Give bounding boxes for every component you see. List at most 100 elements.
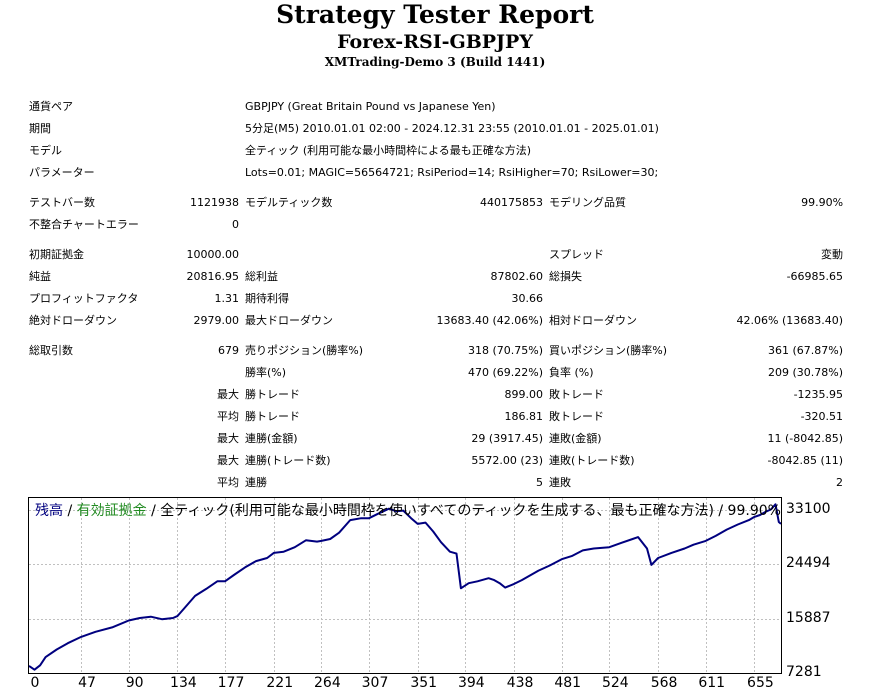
x-tick-label: 655 [747,675,774,691]
info-label: 通貨ペア [29,100,73,113]
stat-label: 期待利得 [245,292,289,305]
stat-value: 318 (70.75%) [467,343,543,357]
x-tick-label: 177 [217,675,245,691]
stat-label: 売りポジション(勝率%) [245,344,364,357]
info-value: 5分足(M5) 2010.01.01 02:00 - 2024.12.31 23… [245,122,659,135]
y-tick-label: 15887 [786,609,831,626]
stat-label: 連勝(トレード数) [245,454,331,467]
stat-label: モデルティック数 [245,196,333,209]
stat-value: -1235.95 [793,387,844,401]
stat-label: モデリング品質 [549,196,626,209]
stat-label: 総取引数 [29,344,73,357]
stats-row-bars: テストバー数 1121938 モデルティック数 440175853 モデリング品… [26,191,846,213]
stat-value: 30.66 [511,291,544,305]
stats-row-drawdown: 絶対ドローダウン 2979.00 最大ドローダウン 13683.40 (42.0… [26,309,846,331]
stat-value: 変動 [821,248,844,261]
info-row-symbol: 通貨ペア GBPJPY (Great Britain Pound vs Japa… [26,95,846,117]
stat-label: 連勝 [245,476,267,489]
report-title: Strategy Tester Report [276,0,594,29]
y-tick-label: 33100 [786,500,831,517]
stat-label: 勝率(%) [245,366,287,379]
stat-label: 純益 [29,270,51,283]
stat-value: 5 [536,475,543,489]
info-value: GBPJPY (Great Britain Pound vs Japanese … [245,99,496,113]
stats-row-consec-count: 最大 連勝(トレード数) 5572.00 (23) 連敗(トレード数) -804… [26,449,846,471]
stats-row-average: 平均 勝トレード 186.81 敗トレード -320.51 [26,405,846,427]
stat-value: 20816.95 [186,269,240,283]
stat-value: -320.51 [800,409,844,423]
stat-value: -66985.65 [786,269,844,283]
stat-label: 連敗(トレード数) [549,454,635,467]
stat-label: 勝トレード [245,388,300,401]
info-value: 全ティック (利用可能な最小時間枠による最も正確な方法) [245,144,532,157]
stat-value: 0 [232,217,239,231]
stats-row-trades: 総取引数 679 売りポジション(勝率%) 318 (70.75%) 買いポジシ… [26,339,846,361]
stat-value: 2 [836,475,844,489]
x-tick-label: 47 [78,675,96,691]
info-label: パラメーター [29,166,95,179]
stat-label: 連敗(金額) [549,432,602,445]
stats-row-mismatch: 不整合チャートエラー 0 [26,213,846,235]
stat-value: 440175853 [480,195,543,209]
stat-label: 連敗 [549,476,571,489]
legend-description: / 全ティック(利用可能な最小時間枠を使いすべてのティックを生成する、最も正確な… [146,503,781,519]
y-tick-label: 7281 [786,664,822,680]
stat-value: 679 [218,343,239,357]
stat-value: 5572.00 (23) [471,453,543,467]
x-tick-label: 134 [170,675,197,691]
info-label: 期間 [29,122,51,135]
stat-qualifier: 最大 [217,432,239,445]
x-tick-label: 221 [266,675,294,691]
x-tick-label: 0 [30,675,40,691]
stat-qualifier: 最大 [217,388,239,401]
x-tick-label: 438 [506,675,534,691]
stat-qualifier: 平均 [217,476,239,489]
server-build: XMTrading-Demo 3 (Build 1441) [324,55,546,69]
stat-label: 初期証拠金 [29,248,84,261]
info-row-parameters: パラメーター Lots=0.01; MAGIC=56564721; RsiPer… [26,161,846,183]
stat-qualifier: 平均 [217,410,239,423]
stat-value: 1.31 [214,291,240,305]
x-tick-label: 90 [125,675,144,691]
stat-label: 総損失 [549,270,582,283]
stats-row-consec-money: 最大 連勝(金額) 29 (3917.45) 連敗(金額) 11 (-8042.… [26,427,846,449]
stat-value: 87802.60 [490,269,544,283]
stat-label: テストバー数 [29,196,95,209]
stat-label: 絶対ドローダウン [29,314,117,327]
stat-label: 勝トレード [245,410,300,423]
stat-value: 361 (67.87%) [768,343,844,357]
stat-label: スプレッド [549,248,604,261]
info-value: Lots=0.01; MAGIC=56564721; RsiPeriod=14;… [245,165,659,179]
balance-chart-svg [29,498,781,673]
legend-balance: 残高 [35,503,63,519]
stats-row-deposit: 初期証拠金 10000.00 スプレッド 変動 [26,243,846,265]
y-tick-label: 24494 [786,555,831,572]
info-row-period: 期間 5分足(M5) 2010.01.01 02:00 - 2024.12.31… [26,117,846,139]
stats-row-winrate: 勝率(%) 470 (69.22%) 負率 (%) 209 (30.78%) [26,361,846,383]
stat-label: 不整合チャートエラー [29,218,139,231]
x-tick-label: 351 [410,675,438,691]
stat-label: 最大ドローダウン [245,314,333,327]
stat-value: 470 (69.22%) [467,365,543,379]
info-label: モデル [29,144,62,157]
report-subtitle: Forex-RSI-GBPJPY [337,31,533,53]
stat-label: 連勝(金額) [245,432,298,445]
stats-row-factor: プロフィットファクタ 1.31 期待利得 30.66 [26,287,846,309]
balance-chart: 残高 / 有効証拠金 / 全ティック(利用可能な最小時間枠を使いすべてのティック… [28,497,782,674]
x-tick-label: 307 [361,675,389,691]
stat-qualifier: 最大 [217,454,239,467]
stat-label: 敗トレード [549,388,604,401]
stat-label: 買いポジション(勝率%) [549,344,668,357]
stats-row-profit: 純益 20816.95 総利益 87802.60 総損失 -66985.65 [26,265,846,287]
stats-row-consec-avg: 平均 連勝 5 連敗 2 [26,471,846,493]
stat-value: 186.81 [504,409,544,423]
stat-value: 11 (-8042.85) [767,431,844,445]
stat-label: プロフィットファクタ [29,292,139,305]
x-tick-label: 481 [554,675,582,691]
stat-value: 899.00 [504,387,544,401]
report-table: 通貨ペア GBPJPY (Great Britain Pound vs Japa… [26,95,846,493]
x-tick-label: 264 [314,675,341,691]
stat-value: 2979.00 [193,313,240,327]
x-tick-label: 524 [601,675,629,691]
balance-line [29,503,781,671]
